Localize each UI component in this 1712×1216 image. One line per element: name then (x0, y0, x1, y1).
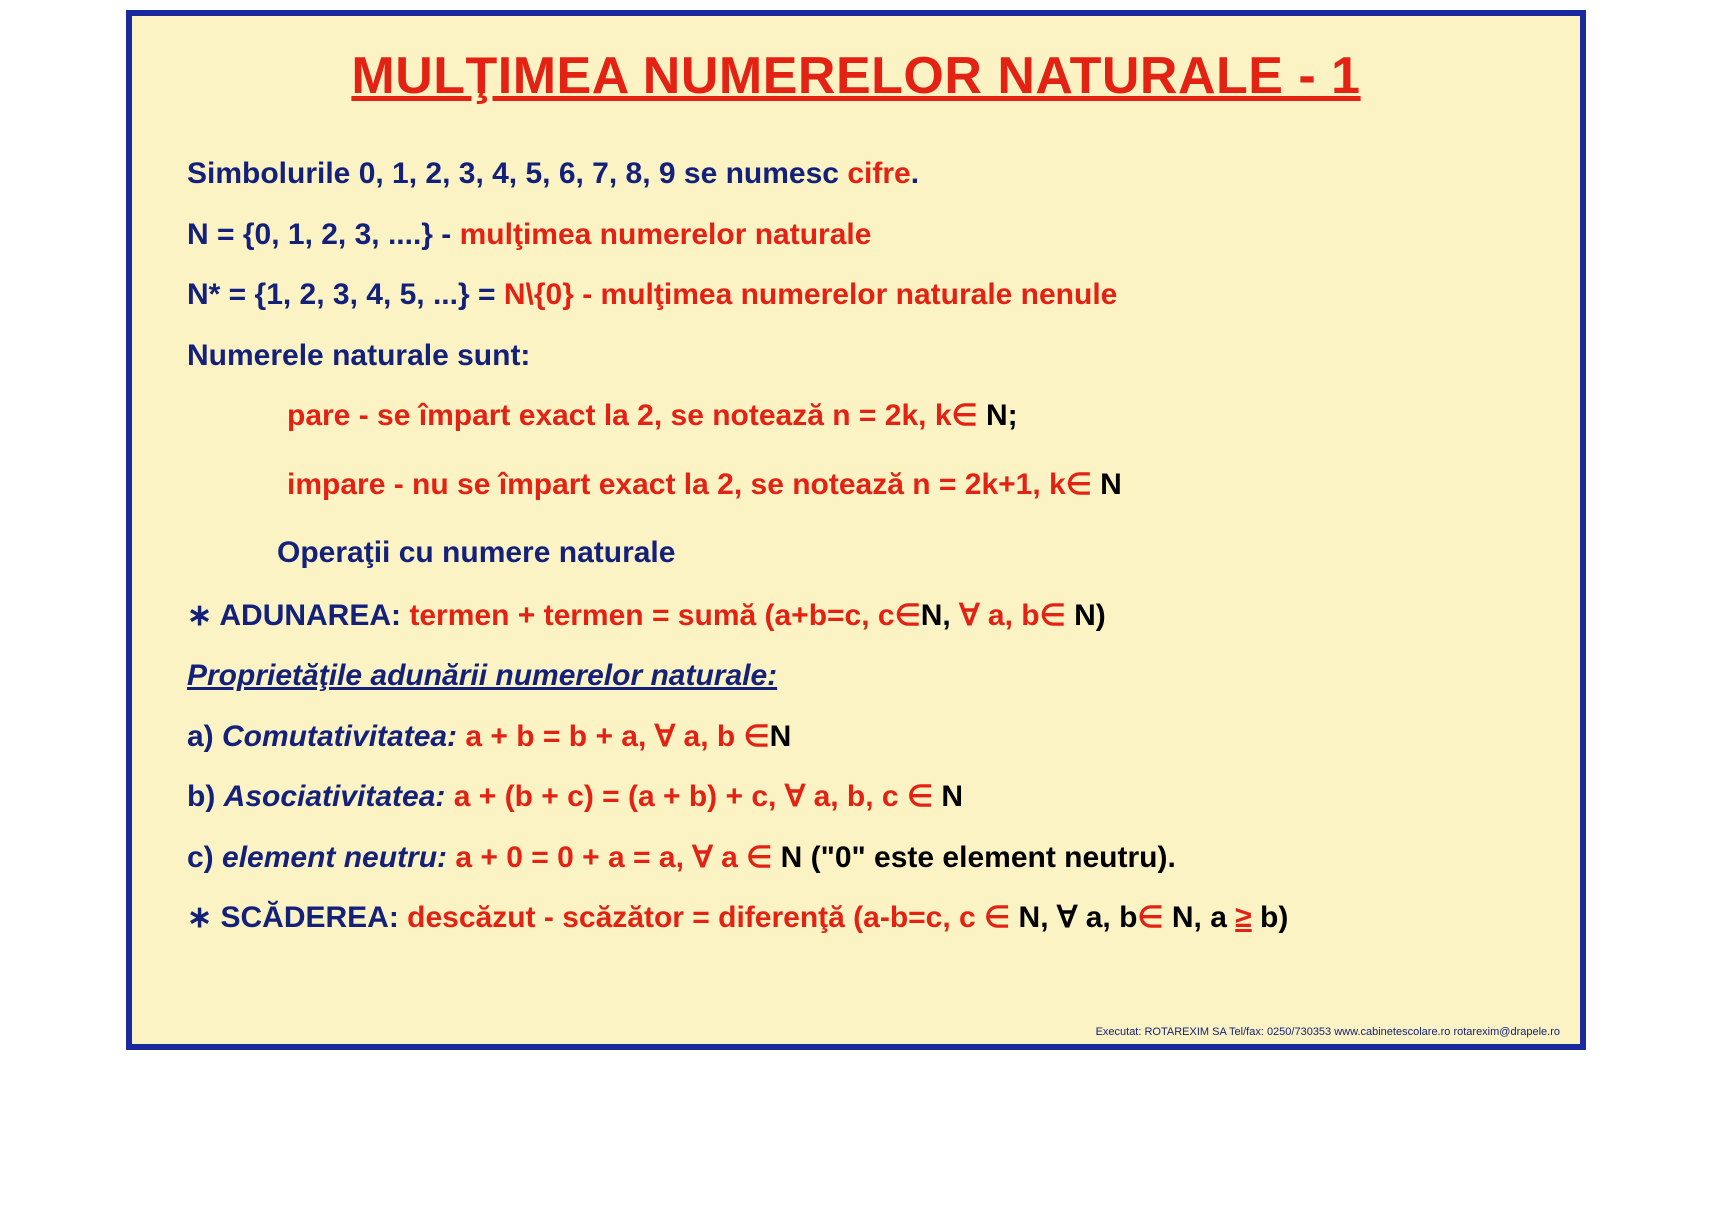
text: N* = {1, 2, 3, 4, 5, ...} = (187, 278, 504, 311)
text: N\{0} - mulţimea numerelor naturale nenu… (504, 278, 1118, 311)
geq-icon: ≥ (1235, 901, 1251, 934)
text: N; (978, 399, 1018, 432)
line-asociativitate: b) Asociativitatea: a + (b + c) = (a + b… (187, 777, 1525, 818)
text: N) (1066, 599, 1106, 632)
line-symbols: Simbolurile 0, 1, 2, 3, 4, 5, 6, 7, 8, 9… (187, 154, 1525, 195)
line-Nstar-def: N* = {1, 2, 3, 4, 5, ...} = N\{0} - mulţ… (187, 275, 1525, 316)
text: b) (187, 780, 224, 813)
element-of-icon: ∈ (907, 780, 933, 813)
text: N ("0" este element neutru). (772, 841, 1176, 874)
text: c) (187, 841, 222, 874)
text: a + 0 = 0 + a = a, ∀ a (455, 841, 746, 874)
text: N, (921, 599, 951, 632)
text: Asociativitatea: (224, 780, 454, 813)
element-of-icon: ∈ (984, 901, 1010, 934)
text: impare - nu se împart exact la 2, se not… (287, 468, 1066, 501)
text: . (911, 157, 919, 190)
element-of-icon: ∈ (744, 720, 770, 753)
line-adunarea: ∗ ADUNAREA: termen + termen = sumă (a+b=… (187, 596, 1525, 637)
text: Simbolurile 0, 1, 2, 3, 4, 5, 6, 7, 8, 9… (187, 157, 847, 190)
text: element neutru: (222, 841, 455, 874)
element-of-icon: ∈ (1066, 468, 1092, 501)
text: mulţimea numerelor naturale (460, 218, 872, 251)
element-of-icon: ∈ (746, 841, 772, 874)
line-impare: impare - nu se împart exact la 2, se not… (187, 465, 1525, 506)
bullet-icon: ∗ (187, 901, 220, 934)
line-element-neutru: c) element neutru: a + 0 = 0 + a = a, ∀ … (187, 838, 1525, 879)
text: N (770, 720, 792, 753)
element-of-icon: ∈ (952, 399, 978, 432)
line-N-def: N = {0, 1, 2, 3, ....} - mulţimea numere… (187, 215, 1525, 256)
line-numerele-sunt: Numerele naturale sunt: (187, 336, 1525, 377)
line-comutativitate: a) Comutativitatea: a + b = b + a, ∀ a, … (187, 717, 1525, 758)
bullet-icon: ∗ (187, 599, 219, 632)
text: b) (1252, 901, 1289, 934)
line-pare: pare - se împart exact la 2, se notează … (187, 396, 1525, 437)
page-title: MULŢIMEA NUMERELOR NATURALE - 1 (187, 46, 1525, 106)
text: pare - se împart exact la 2, se notează … (287, 399, 952, 432)
text: N = {0, 1, 2, 3, ....} - (187, 218, 460, 251)
element-of-icon: ∈ (1137, 901, 1163, 934)
text: ∀ a, b (951, 599, 1040, 632)
text: N, a (1164, 901, 1236, 934)
text: termen + termen = sumă (a+b=c, c (409, 599, 894, 632)
element-of-icon: ∈ (1040, 599, 1066, 632)
text: Comutativitatea: (222, 720, 465, 753)
text: Proprietăţile adunării numerelor natural… (187, 659, 777, 692)
text: a + b = b + a, ∀ a, b (465, 720, 743, 753)
text: descăzut - scăzător = diferenţă (a-b=c, … (407, 901, 984, 934)
text-cifre: cifre (847, 157, 910, 190)
line-proprietati-header: Proprietăţile adunării numerelor natural… (187, 656, 1525, 697)
text: SCĂDEREA: (220, 901, 407, 934)
line-scaderea: ∗ SCĂDEREA: descăzut - scăzător = difere… (187, 898, 1525, 939)
line-operatii-header: Operaţii cu numere naturale (187, 533, 1525, 574)
footer-credits: Executat: ROTAREXIM SA Tel/fax: 0250/730… (1096, 1026, 1560, 1038)
text: N (1092, 468, 1122, 501)
poster-container: MULŢIMEA NUMERELOR NATURALE - 1 Simbolur… (126, 10, 1586, 1050)
text: N, ∀ a, b (1010, 901, 1137, 934)
text: N (933, 780, 963, 813)
text: a) (187, 720, 222, 753)
text: a + (b + c) = (a + b) + c, ∀ a, b, c (454, 780, 907, 813)
text: ADUNAREA: (219, 599, 409, 632)
element-of-icon: ∈ (895, 599, 921, 632)
